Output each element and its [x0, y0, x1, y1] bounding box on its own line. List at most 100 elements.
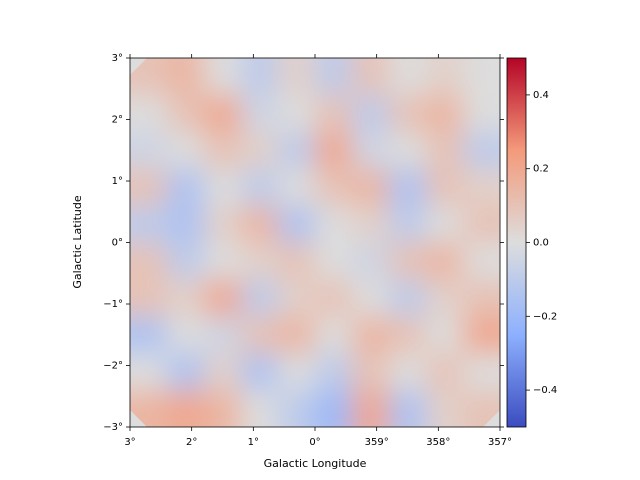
map-cell: [241, 94, 279, 133]
map-cell: [426, 242, 464, 280]
x-tick-label: 357°: [488, 437, 512, 448]
map-cell: [426, 94, 464, 133]
map: [130, 58, 500, 427]
map-cell: [204, 168, 242, 207]
map-cell: [352, 390, 390, 427]
map-cell: [204, 205, 242, 243]
colorbar-tick-label: −0.2: [533, 311, 557, 322]
y-tick-label: 0°: [112, 238, 123, 249]
map-cell: [167, 353, 205, 391]
map-cell: [389, 353, 427, 391]
map-cell: [352, 94, 390, 133]
map-cell: [130, 168, 168, 207]
map-cell: [167, 316, 205, 354]
map-cell: [426, 353, 464, 391]
map-cell: [278, 316, 316, 354]
map-cell: [463, 279, 500, 317]
map-cell: [315, 353, 353, 391]
map-cell: [167, 168, 205, 207]
y-tick-label: −2°: [103, 361, 123, 372]
y-tick-label: 1°: [112, 176, 123, 187]
map-cell: [204, 58, 242, 96]
map-cell: [130, 353, 168, 391]
map-cell: [130, 131, 168, 170]
map-cell: [389, 390, 427, 427]
map-cell: [352, 131, 390, 170]
map-cell: [241, 279, 279, 317]
map-cell: [204, 94, 242, 133]
map-cell: [389, 131, 427, 170]
map-cell: [204, 279, 242, 317]
map-cell: [426, 131, 464, 170]
x-axis-label: Galactic Longitude: [264, 457, 367, 470]
map-cell: [463, 353, 500, 391]
map-cell: [130, 205, 168, 243]
map-cell: [315, 58, 353, 96]
y-axis-label: Galactic Latitude: [71, 195, 84, 289]
map-cell: [130, 58, 168, 96]
map-cell: [204, 316, 242, 354]
map-cell: [352, 205, 390, 243]
map-cell: [278, 242, 316, 280]
map-cell: [204, 353, 242, 391]
map-cell: [278, 131, 316, 170]
map-cell: [241, 390, 279, 427]
map-cell: [426, 168, 464, 207]
map-cell: [315, 279, 353, 317]
map-cell: [167, 390, 205, 427]
map-cell: [241, 316, 279, 354]
map-cell: [278, 205, 316, 243]
x-tick-label: 1°: [248, 437, 259, 448]
map-cell: [315, 316, 353, 354]
map-cell: [426, 316, 464, 354]
map-cell: [389, 242, 427, 280]
map-cell: [426, 58, 464, 96]
map-cell: [426, 205, 464, 243]
map-cell: [315, 390, 353, 427]
map-cell: [352, 242, 390, 280]
map-cell: [130, 279, 168, 317]
map-cell: [315, 168, 353, 207]
map-cell: [463, 94, 500, 133]
map-cell: [167, 279, 205, 317]
y-tick-label: 3°: [112, 53, 123, 64]
x-tick-label: 359°: [365, 437, 389, 448]
map-cell: [278, 168, 316, 207]
map-cell: [204, 390, 242, 427]
colorbar-tick-label: 0.2: [533, 164, 549, 175]
map-cell: [167, 94, 205, 133]
map-cell: [130, 242, 168, 280]
x-tick-label: 3°: [124, 437, 135, 448]
map-cell: [241, 353, 279, 391]
map-cell: [463, 242, 500, 280]
map-cell: [167, 131, 205, 170]
map-cell: [241, 58, 279, 96]
map-cell: [204, 131, 242, 170]
map-cell: [389, 279, 427, 317]
colorbar: [506, 57, 527, 428]
y-tick-label: −1°: [103, 299, 123, 310]
map-cell: [241, 131, 279, 170]
map-cell: [389, 94, 427, 133]
x-tick-label: 2°: [186, 437, 197, 448]
map-cell: [463, 316, 500, 354]
y-tick-label: −3°: [103, 422, 123, 433]
map-cell: [426, 390, 464, 427]
map-cell: [315, 205, 353, 243]
map-cell: [463, 131, 500, 170]
colorbar-tick-label: −0.4: [533, 385, 557, 396]
map-cell: [315, 242, 353, 280]
map-cell: [352, 58, 390, 96]
map-cell: [278, 390, 316, 427]
map-cell: [463, 205, 500, 243]
map-cell: [204, 242, 242, 280]
map-cell: [352, 279, 390, 317]
map-cell: [389, 316, 427, 354]
map-cell: [167, 58, 205, 96]
map-cell: [352, 316, 390, 354]
map-cell: [278, 94, 316, 133]
map-cell: [315, 94, 353, 133]
y-tick-label: 2°: [112, 115, 123, 126]
map-cell: [278, 353, 316, 391]
